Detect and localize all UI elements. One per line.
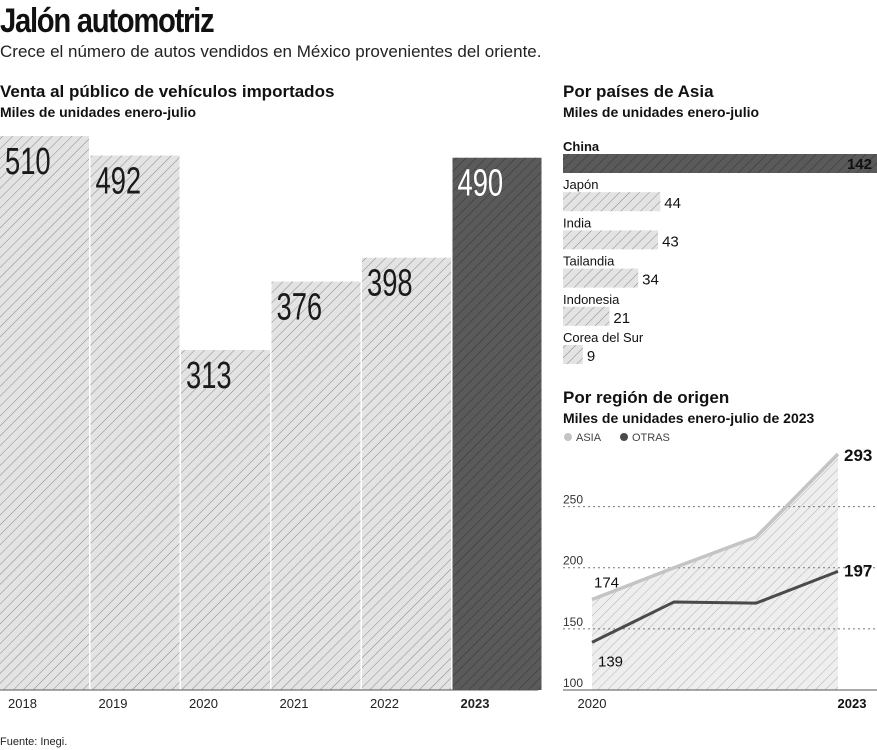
bar-value-2020: 313 [186,355,232,397]
asia-area-hatch [592,454,838,690]
bar-value-2018: 510 [5,141,51,183]
x-tick-2020: 2020 [189,696,218,711]
y-tick-250: 250 [563,493,583,507]
asia-end-label: 293 [844,446,872,465]
imports-chart: 510 2018 492 2019 313 2020 376 2021 398 2022 490 20… [0,136,542,711]
countries-chart-subtitle: Miles de unidades enero-julio [563,104,760,120]
region-chart-title: Por región de origen [563,388,730,407]
country-bar-hatch-2 [563,230,659,250]
region-x-tick-end: 2023 [838,696,867,711]
bar-hatch-2019 [90,155,180,690]
x-tick-2023: 2023 [461,696,490,711]
countries-chart-title: Por países de Asia [563,82,714,101]
bar-value-2023: 490 [458,162,504,204]
bar-hatch-2023 [452,157,542,691]
region-x-tick-start: 2020 [578,696,607,711]
y-tick-150: 150 [563,615,583,629]
x-tick-2018: 2018 [8,696,37,711]
legend-asia-marker [564,433,572,441]
source-note: Fuente: Inegi. [0,736,68,748]
country-bar-hatch-0 [563,154,877,173]
x-tick-2019: 2019 [99,696,128,711]
country-value-4: 21 [613,310,630,327]
otras-end-label: 197 [844,561,872,580]
country-value-5: 9 [587,348,595,365]
imports-chart-title: Venta al público de vehículos importados [0,82,335,101]
legend-asia-label: ASIA [576,432,602,444]
y-tick-100: 100 [563,676,583,690]
y-tick-200: 200 [563,554,583,568]
country-label-1: Japón [563,177,598,192]
country-bar-hatch-5 [563,345,583,364]
countries-chart: China 142 Japón 44 India 43 Tailandia 34 Indones… [563,139,877,365]
bar-value-2022: 398 [367,262,413,304]
country-label-2: India [563,215,592,230]
bar-hatch-2021 [271,281,361,690]
legend-otras-label: OTRAS [632,432,670,444]
country-bar-hatch-3 [563,268,639,288]
country-label-4: Indonesia [563,292,620,307]
page-title: Jalón automotriz [0,2,215,40]
otras-line [591,569,839,644]
imports-chart-subtitle: Miles de unidades enero-julio [0,104,197,120]
country-value-0: 142 [847,156,872,173]
bar-hatch-2022 [362,257,451,690]
bar-value-2019: 492 [96,160,142,202]
page-subtitle: Crece el número de autos vendidos en Méx… [0,42,542,61]
bar-value-2021: 376 [277,286,323,328]
otras-start-label: 139 [598,653,623,670]
region-chart: ASIA OTRAS 100 150 200 250 174 293 139 197 2020 202… [563,432,877,711]
region-chart-subtitle: Miles de unidades enero-julio de 2023 [563,410,815,426]
country-bar-hatch-4 [563,306,610,326]
x-tick-2022: 2022 [370,696,399,711]
country-value-1: 44 [664,195,681,212]
country-label-5: Corea del Sur [563,330,644,345]
country-value-3: 34 [642,272,659,289]
asia-start-label: 174 [594,575,619,592]
country-bar-hatch-1 [563,192,661,212]
country-value-2: 43 [662,233,679,250]
x-tick-2021: 2021 [280,696,309,711]
country-label-3: Tailandia [563,254,615,269]
asia-line [591,452,840,602]
bar-hatch-2020 [181,349,270,690]
legend-otras-marker [620,433,628,441]
bar-hatch-2018 [0,136,89,690]
country-label-0: China [563,139,600,154]
